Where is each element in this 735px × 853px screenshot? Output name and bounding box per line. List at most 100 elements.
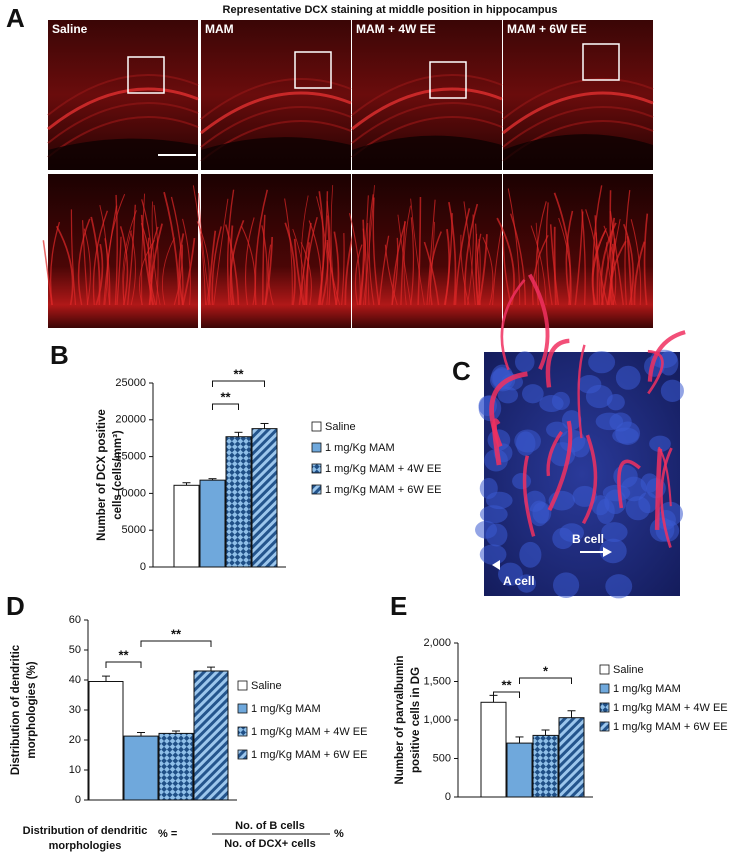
image-texture xyxy=(116,236,122,306)
y-axis-label: morphologies (%) xyxy=(26,661,38,758)
image-texture xyxy=(92,210,109,306)
image-texture xyxy=(293,238,305,306)
image xyxy=(48,174,198,328)
image-texture xyxy=(300,242,312,306)
error-bar xyxy=(207,666,215,671)
image-texture xyxy=(368,194,375,306)
significance-bracket xyxy=(105,661,142,668)
bar xyxy=(88,681,124,801)
formula-text: % = xyxy=(158,828,177,840)
legend-swatch xyxy=(311,463,322,474)
image-texture xyxy=(517,574,537,593)
image-texture xyxy=(378,235,390,306)
image-texture xyxy=(448,201,457,306)
image-texture xyxy=(48,138,198,170)
formula-text: No. of DCX+ cells xyxy=(224,838,315,850)
formula-text: Distribution of dendritic xyxy=(23,825,148,837)
image-texture xyxy=(654,448,663,530)
image-texture xyxy=(95,243,104,306)
image-texture xyxy=(479,544,507,565)
image-texture xyxy=(643,213,649,306)
significance-label: ** xyxy=(233,366,244,381)
image-texture xyxy=(546,430,563,477)
image-texture xyxy=(512,473,532,490)
image-texture xyxy=(114,194,118,306)
image-texture xyxy=(224,224,240,306)
legend-label: 1 mg/Kg MAM + 6W EE xyxy=(325,484,441,496)
image-texture xyxy=(475,273,686,599)
bar xyxy=(532,734,559,798)
image-texture xyxy=(229,220,245,306)
legend-swatch xyxy=(237,680,248,691)
significance-bracket xyxy=(493,691,520,698)
significance-label: ** xyxy=(171,626,182,641)
image-texture xyxy=(657,446,672,507)
image-texture xyxy=(585,209,600,306)
significance-label: * xyxy=(543,663,549,678)
error-bar xyxy=(208,478,217,481)
image-texture xyxy=(475,520,498,539)
significance-bracket xyxy=(212,403,239,410)
roi-box xyxy=(127,56,165,94)
y-axis-label: positive cells in DG xyxy=(410,667,422,773)
error-bar xyxy=(567,710,576,718)
image-texture xyxy=(140,214,155,306)
image-texture xyxy=(502,91,654,135)
image-texture xyxy=(610,240,627,306)
image-texture xyxy=(341,233,345,306)
image-texture xyxy=(367,223,370,306)
image-label: MAM + 4W EE xyxy=(356,22,436,36)
image-texture xyxy=(423,241,440,306)
legend-swatch xyxy=(311,421,322,432)
y-axis-label: Number of parvalbumin xyxy=(394,655,406,784)
y-axis-label: cells (cells/mm³) xyxy=(112,430,124,520)
bar xyxy=(225,436,252,568)
legend-label: 1 mg/Kg MAM + 4W EE xyxy=(251,726,367,738)
image-texture xyxy=(70,209,77,306)
image-texture xyxy=(591,495,610,516)
image-texture xyxy=(267,244,274,306)
image-texture xyxy=(464,203,479,306)
image-texture xyxy=(545,338,570,388)
image-texture xyxy=(104,238,111,306)
image-texture xyxy=(240,225,256,306)
panel-label: B xyxy=(50,340,69,370)
image-texture xyxy=(326,242,341,306)
micrographs: Saline MAM MAM + 4W EE MAM + 6W EE xyxy=(42,20,654,328)
legend-label: 1 mg/Kg MAM xyxy=(325,442,395,454)
image-texture xyxy=(391,221,406,306)
arrowhead xyxy=(492,560,500,570)
image-texture xyxy=(122,230,132,306)
y-tick-label: 60 xyxy=(69,614,81,626)
bar xyxy=(558,717,585,798)
error-bar xyxy=(260,422,269,429)
image-texture xyxy=(162,237,175,306)
image-texture xyxy=(428,221,435,306)
image-texture xyxy=(298,222,312,306)
legend-swatch xyxy=(599,721,610,732)
image-texture xyxy=(530,225,547,306)
image-texture xyxy=(192,185,207,306)
roi-box xyxy=(294,51,332,89)
image-texture xyxy=(592,185,603,306)
image-texture xyxy=(466,214,474,306)
image-texture xyxy=(615,365,641,390)
image-texture xyxy=(213,198,229,306)
image-texture xyxy=(460,234,470,306)
legend-swatch xyxy=(599,702,610,713)
image-texture xyxy=(552,572,580,598)
image-texture xyxy=(660,379,684,402)
panel-title: Representative DCX staining at middle po… xyxy=(223,4,558,16)
image-texture xyxy=(547,420,573,512)
image-texture xyxy=(47,116,199,158)
y-tick-label: 15000 xyxy=(115,451,146,463)
image-texture xyxy=(333,231,340,306)
image-texture xyxy=(326,201,332,306)
image-texture xyxy=(626,236,633,306)
image-texture xyxy=(352,135,502,170)
image-texture xyxy=(351,74,503,116)
y-tick-label: 0 xyxy=(140,561,146,573)
panel-label: D xyxy=(6,591,25,621)
image-texture xyxy=(585,384,613,409)
formula: Distribution of dendritic morphologies %… xyxy=(23,820,344,852)
